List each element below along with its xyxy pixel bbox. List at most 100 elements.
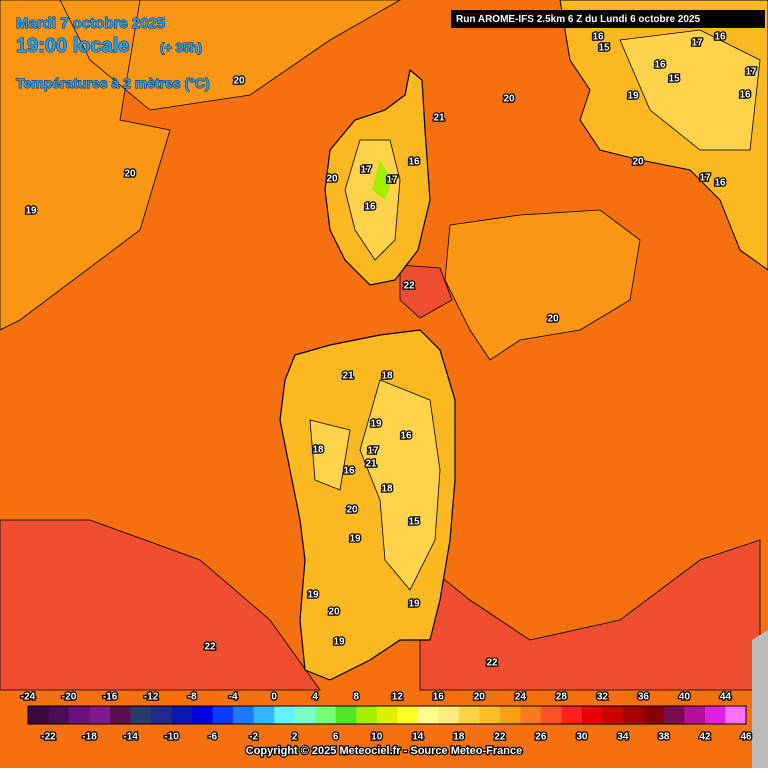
legend-label: 2 xyxy=(292,732,298,743)
legend-label: 18 xyxy=(453,732,465,743)
legend-cell xyxy=(725,706,747,724)
variable: Températures à 2 mètres (°C) xyxy=(16,75,210,91)
legend-label: 24 xyxy=(515,692,527,703)
legend-frame xyxy=(27,705,747,725)
contour-label: 20 xyxy=(346,505,358,516)
legend-label: 16 xyxy=(433,692,445,703)
copyright: Copyright © 2025 Meteociel.fr - Source M… xyxy=(246,745,522,757)
contour-label: 19 xyxy=(25,206,37,217)
legend-label: 30 xyxy=(576,732,588,743)
legend-cell xyxy=(110,706,131,724)
contour-label: 17 xyxy=(367,446,379,457)
contour-label: 18 xyxy=(312,445,324,456)
legend-cell xyxy=(233,706,254,724)
legend-cell xyxy=(417,706,439,724)
legend-cell xyxy=(479,706,501,724)
legend-label: -2 xyxy=(249,732,258,743)
legend-label: 32 xyxy=(597,692,609,703)
legend-label: 36 xyxy=(638,692,650,703)
legend-label: -16 xyxy=(103,692,118,703)
legend-cell xyxy=(704,706,726,724)
contour-label: 20 xyxy=(547,314,559,325)
legend-cell xyxy=(520,706,542,724)
run-box xyxy=(451,10,765,28)
legend-cell xyxy=(663,706,685,724)
run-info: Run AROME-IFS 2.5km 6 Z du Lundi 6 octob… xyxy=(456,14,701,25)
legend-label: -6 xyxy=(208,732,217,743)
legend-label: 14 xyxy=(412,732,424,743)
legend-cell xyxy=(499,706,521,724)
legend-cell xyxy=(356,706,378,724)
legend-label: 38 xyxy=(658,732,670,743)
legend-label: 10 xyxy=(371,732,383,743)
corsica-peaks xyxy=(372,160,392,200)
contour-label: 20 xyxy=(328,607,340,618)
legend-label: -4 xyxy=(229,692,238,703)
legend-cell xyxy=(315,706,337,724)
legend-cell xyxy=(335,706,357,724)
legend-label: -18 xyxy=(82,732,97,743)
legend-cell xyxy=(540,706,562,724)
contour-label: 16 xyxy=(714,32,726,43)
legend-cell xyxy=(684,706,706,724)
legend-cell xyxy=(274,706,295,724)
legend-label: -8 xyxy=(188,692,197,703)
legend-cell xyxy=(602,706,624,724)
legend-cell xyxy=(130,706,152,724)
legend-cell xyxy=(28,706,49,724)
legend-label: 22 xyxy=(494,732,506,743)
legend-label: 42 xyxy=(699,732,711,743)
legend-cell xyxy=(561,706,583,724)
legend-cell xyxy=(171,706,193,724)
legend-cell xyxy=(253,706,275,724)
contour-label: 20 xyxy=(326,174,338,185)
legend-cell xyxy=(294,706,316,724)
contour-label: 21 xyxy=(342,371,354,382)
legend-label: 4 xyxy=(312,692,318,703)
contour-label: 21 xyxy=(433,113,445,124)
contour-label: 15 xyxy=(668,74,680,85)
contour-label: 19 xyxy=(349,534,361,545)
legend-cell xyxy=(89,706,111,724)
legend-cell xyxy=(397,706,419,724)
legend-label: 6 xyxy=(333,732,339,743)
contour-label: 17 xyxy=(386,175,398,186)
legend-label: 20 xyxy=(474,692,486,703)
legend-cell xyxy=(69,706,90,724)
local-time: 19:00 locale xyxy=(16,35,129,57)
legend-cell xyxy=(192,706,213,724)
contour-label: 16 xyxy=(714,178,726,189)
contour-label: 20 xyxy=(124,169,136,180)
contour-label: 21 xyxy=(365,459,377,470)
contour-label: 15 xyxy=(598,43,610,54)
contour-label: 19 xyxy=(333,637,345,648)
contour-label: 16 xyxy=(654,60,666,71)
contour-label: 16 xyxy=(592,32,604,43)
legend-cell xyxy=(643,706,665,724)
no-data xyxy=(752,630,768,768)
contour-label: 19 xyxy=(408,599,420,610)
legend-cell xyxy=(212,706,234,724)
contour-label: 15 xyxy=(408,517,420,528)
legend-cell xyxy=(48,706,70,724)
contour-label: 22 xyxy=(486,658,498,669)
legend-label: -12 xyxy=(144,692,159,703)
contour-label: 16 xyxy=(364,202,376,213)
contour-label: 19 xyxy=(370,419,382,430)
corsica-highlands xyxy=(344,139,401,261)
legend-label: 0 xyxy=(271,692,277,703)
contour-label: 20 xyxy=(503,94,515,105)
legend-label: 8 xyxy=(353,692,359,703)
legend-cell xyxy=(581,706,603,724)
date: Mardi 7 octobre 2025 xyxy=(16,15,165,32)
cool-zone xyxy=(399,264,453,319)
contour-label: 20 xyxy=(233,76,245,87)
contour-label: 19 xyxy=(307,590,319,601)
contour-label: 17 xyxy=(699,173,711,184)
contour-label: 16 xyxy=(400,431,412,442)
warm-zone xyxy=(0,0,401,331)
legend-label: -22 xyxy=(41,732,56,743)
contour-label: 16 xyxy=(739,90,751,101)
contour-label: 18 xyxy=(381,484,393,495)
